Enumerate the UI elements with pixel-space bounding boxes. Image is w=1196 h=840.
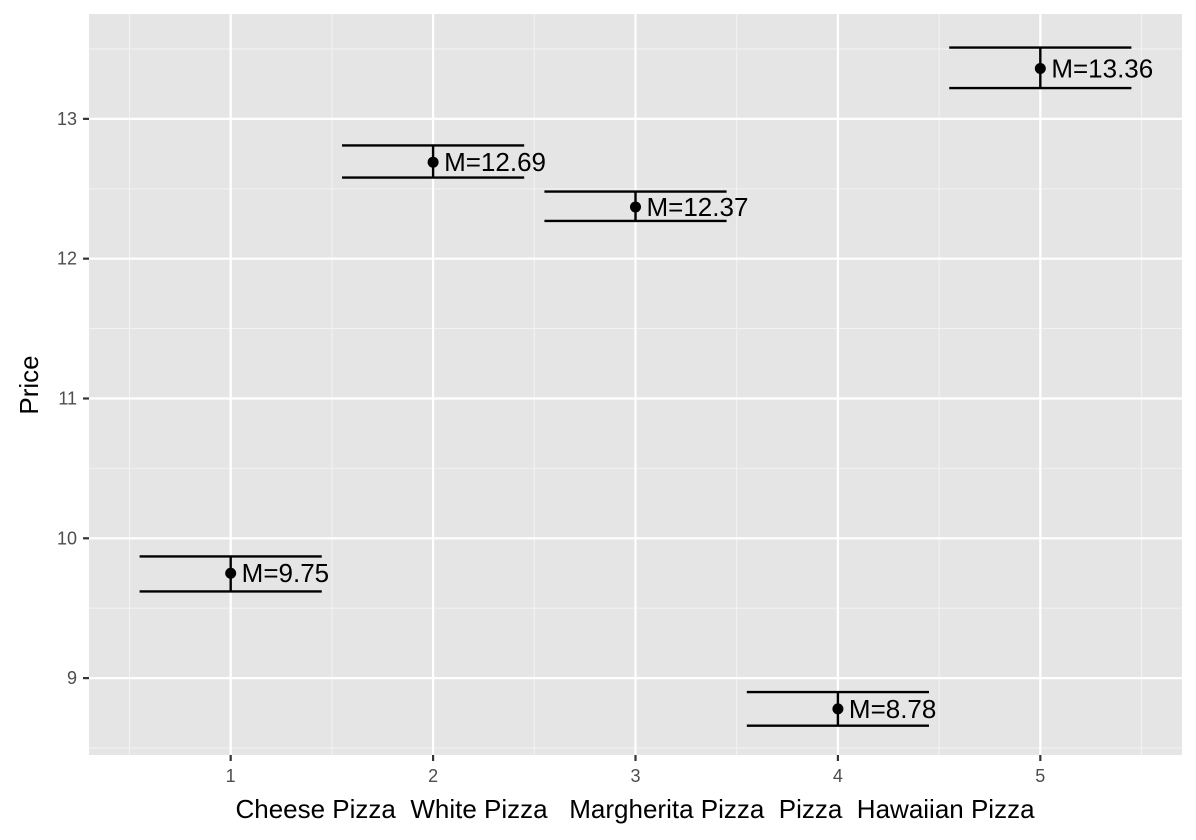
- mean-label: M=12.37: [647, 192, 749, 222]
- x-tick-label: 4: [833, 766, 843, 786]
- error-bar-group: M=13.36: [949, 46, 1153, 90]
- mean-label: M=12.69: [444, 147, 546, 177]
- error-bars: M=9.75 M=12.69 M=12.37 M=8.78 M=13.36: [139, 46, 1153, 727]
- mean-label: M=9.75: [242, 558, 329, 588]
- error-bar-group: M=8.78: [746, 690, 936, 727]
- error-bar-group: M=12.69: [342, 144, 546, 179]
- mean-point: [427, 156, 439, 168]
- mean-point: [1034, 63, 1046, 75]
- mean-label: M=13.36: [1051, 54, 1153, 84]
- mean-label: M=8.78: [849, 694, 936, 724]
- y-tick-label: 11: [58, 388, 77, 408]
- x-tick-label: 5: [1035, 766, 1045, 786]
- error-bar-group: M=9.75: [139, 555, 329, 593]
- mean-point: [225, 567, 237, 579]
- mean-point: [630, 201, 641, 213]
- error-bar-group: M=12.37: [544, 190, 749, 223]
- y-axis-title: Price: [14, 355, 44, 414]
- x-axis-title: Cheese Pizza White Pizza Margherita Pizz…: [235, 794, 1035, 824]
- y-tick-label: 10: [57, 528, 77, 548]
- x-tick-label: 1: [226, 766, 236, 786]
- y-tick-label: 12: [57, 249, 77, 269]
- y-tick-label: 9: [67, 668, 77, 688]
- x-tick-label: 3: [630, 766, 640, 786]
- grid: [89, 14, 1182, 755]
- y-tick-label: 13: [57, 109, 77, 129]
- x-tick-label: 2: [428, 766, 438, 786]
- mean-point: [832, 703, 844, 715]
